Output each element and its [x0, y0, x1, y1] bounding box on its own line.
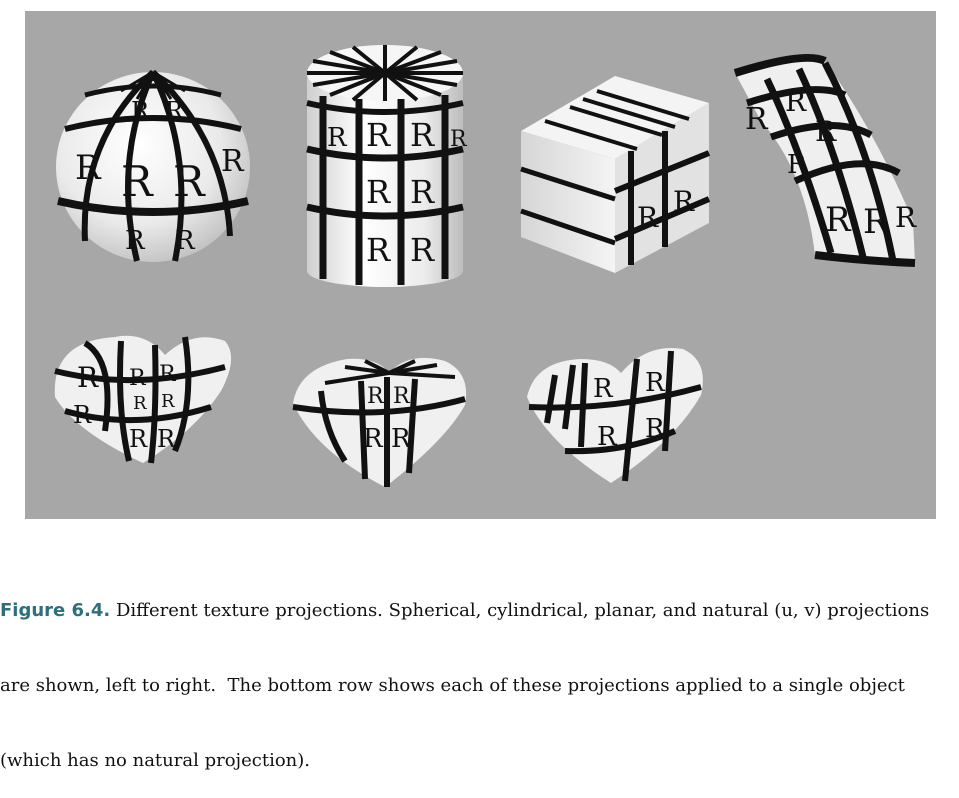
caption-line-1: Figure 6.4. Different texture projection… [0, 598, 959, 623]
svg-text:R: R [73, 401, 92, 429]
svg-text:R: R [863, 202, 890, 242]
figure-label: Figure 6.4. [0, 600, 111, 621]
svg-text:R: R [367, 384, 385, 409]
caption-line-2: are shown, left to right. The bottom row… [0, 675, 905, 696]
svg-text:R: R [450, 127, 468, 152]
svg-text:R: R [165, 97, 184, 125]
svg-text:R: R [366, 116, 391, 154]
svg-text:R: R [159, 362, 177, 387]
svg-text:R: R [673, 185, 695, 218]
svg-text:R: R [593, 374, 614, 404]
svg-text:R: R [391, 424, 412, 454]
figure-caption: Figure 6.4. Different texture projection… [0, 548, 959, 798]
svg-text:R: R [327, 123, 348, 153]
caption-line-3: (which has no natural projection). [0, 750, 311, 771]
svg-text:R: R [745, 102, 769, 137]
svg-text:R: R [366, 231, 391, 269]
svg-text:R: R [410, 173, 435, 211]
svg-text:R: R [815, 115, 837, 148]
svg-text:R: R [129, 366, 147, 391]
svg-text:R: R [175, 226, 196, 256]
svg-text:R: R [825, 200, 852, 240]
svg-text:R: R [410, 116, 435, 154]
caption-text-1: Different texture projections. Spherical… [110, 600, 930, 621]
heart-planar-projection: R R R R [527, 348, 703, 483]
figure-image-panel: R R R R R R R R [25, 11, 936, 519]
svg-text:R: R [129, 425, 148, 453]
sphere-spherical-projection: R R R R R R R R [56, 69, 250, 262]
cube-planar-projection: R R [520, 76, 711, 273]
svg-text:R: R [133, 393, 147, 414]
svg-text:R: R [77, 361, 99, 394]
svg-text:R: R [785, 85, 807, 118]
svg-text:R: R [121, 157, 154, 206]
svg-text:R: R [75, 148, 102, 188]
heart-spherical-projection: R R R R R R R R [54, 335, 232, 464]
svg-text:R: R [645, 368, 666, 398]
svg-text:R: R [645, 414, 666, 444]
svg-text:R: R [173, 157, 206, 206]
cylinder-cylindrical-projection: R R R R R R R R [306, 45, 468, 287]
svg-text:R: R [363, 424, 384, 454]
heart-cylindrical-projection: R R R R [292, 357, 467, 487]
svg-text:R: R [637, 201, 659, 234]
svg-text:R: R [161, 391, 175, 412]
svg-text:R: R [393, 384, 411, 409]
svg-text:R: R [157, 425, 176, 453]
svg-text:R: R [787, 150, 808, 180]
svg-text:R: R [410, 231, 435, 269]
svg-text:R: R [895, 201, 917, 234]
svg-text:R: R [366, 173, 391, 211]
svg-text:R: R [125, 226, 146, 256]
svg-text:R: R [131, 97, 150, 125]
svg-text:R: R [597, 422, 618, 452]
svg-text:R: R [221, 144, 245, 179]
bent-tube-natural-projection: R R R R R R R [733, 53, 917, 267]
texture-projection-renderings: R R R R R R R R [54, 45, 917, 487]
